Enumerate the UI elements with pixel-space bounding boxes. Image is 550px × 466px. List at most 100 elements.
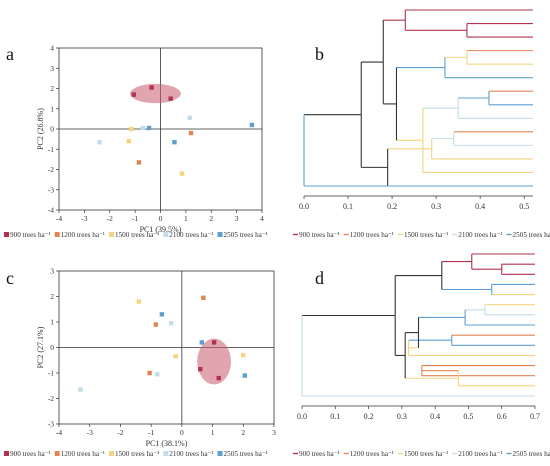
legend-marker-t2505 xyxy=(217,451,223,456)
confidence-ellipse xyxy=(130,83,181,104)
x-tick-label: 0 xyxy=(159,214,163,223)
data-point-t2100 xyxy=(168,321,174,326)
y-tick-label: -1 xyxy=(48,369,54,378)
legend-label-t900: 900 trees ha⁻¹ xyxy=(10,450,51,458)
y-tick-label: -4 xyxy=(48,206,54,215)
data-point-t1200 xyxy=(201,295,206,300)
data-point-t1500 xyxy=(173,354,178,359)
x-tick-label: 0.5 xyxy=(463,412,473,421)
data-point-t2505 xyxy=(159,312,165,317)
data-point-t900 xyxy=(168,96,173,101)
data-point-t900 xyxy=(149,85,154,90)
y-axis-label: PC2 (26.8%) xyxy=(36,108,45,150)
x-axis-label: PC1 (38.1%) xyxy=(146,439,188,448)
panel-a-pca-plot: -4 -3 -2 -1 0 1 2 3 4 -4 -3 -2 -1 0 1 2 3 4 PC1 (39.5%) PC2… xyxy=(4,44,268,239)
data-point-t1200 xyxy=(188,130,194,136)
data-point-t1500 xyxy=(241,352,246,358)
y-tick-label: -3 xyxy=(48,420,54,429)
legend-marker-t2100 xyxy=(163,451,169,456)
legend-label-t1200: 1200 trees ha⁻¹ xyxy=(61,450,105,458)
data-point-t900 xyxy=(131,92,137,97)
legend-label-t900: 900 trees ha⁻¹ xyxy=(10,231,51,239)
y-tick-label: 4 xyxy=(50,44,54,53)
legend-marker-t1500 xyxy=(108,232,114,237)
x-tick-label: -4 xyxy=(56,428,62,437)
panel-label: c xyxy=(6,268,14,288)
data-point-t900 xyxy=(216,375,221,381)
data-point-t2100 xyxy=(97,139,102,145)
legend-marker-t1500 xyxy=(108,451,114,456)
data-point-t900 xyxy=(198,366,203,372)
x-tick-label: 0.1 xyxy=(330,412,340,421)
panel-d-dendrogram: 0.0 0.1 0.2 0.3 0.4 0.5 0.6 0.7 d 900 trees ha⁻¹ 1… xyxy=(293,253,550,458)
legend-marker-t1200 xyxy=(54,451,60,456)
x-tick-label: -3 xyxy=(81,214,87,223)
legend-label-t1200: 1200 trees ha⁻¹ xyxy=(350,450,394,458)
x-tick-label: -2 xyxy=(117,428,123,437)
x-tick-label: -3 xyxy=(87,428,93,437)
x-tick-label: 0.7 xyxy=(530,412,540,421)
legend-label-t2100: 2100 trees ha⁻¹ xyxy=(169,450,213,458)
data-point-t1200 xyxy=(153,322,158,327)
x-tick-label: 2 xyxy=(241,428,245,437)
y-tick-label: 1 xyxy=(50,318,54,327)
x-tick-label: -1 xyxy=(148,428,154,437)
legend-marker-t900 xyxy=(4,451,9,456)
panel-label: b xyxy=(315,44,324,64)
legend-label-t1500: 1500 trees ha⁻¹ xyxy=(115,450,159,458)
x-tick-label: -1 xyxy=(132,214,138,223)
y-tick-label: -3 xyxy=(48,185,54,194)
data-point-t1200 xyxy=(136,160,142,165)
data-point-t2100 xyxy=(78,387,83,392)
data-point-t900 xyxy=(211,340,217,345)
legend-label-t2505: 2505 trees ha⁻¹ xyxy=(513,450,550,458)
x-tick-label: 0.2 xyxy=(364,412,374,421)
x-tick-label: 0.3 xyxy=(397,412,407,421)
legend-label-t1500: 1500 trees ha⁻¹ xyxy=(115,231,159,239)
legend-label-t2100: 2100 trees ha⁻¹ xyxy=(458,450,502,458)
data-point-t2505 xyxy=(146,125,152,131)
x-tick-label: 0.1 xyxy=(343,202,353,211)
y-tick-label: 3 xyxy=(50,267,54,276)
data-point-t1200 xyxy=(147,370,152,376)
y-tick-label: -2 xyxy=(48,394,54,403)
legend-marker-t2505 xyxy=(217,232,223,237)
panel-label: d xyxy=(315,268,324,288)
y-tick-label: -2 xyxy=(48,165,54,174)
x-tick-label: 0.2 xyxy=(387,202,397,211)
data-point-t2505 xyxy=(242,373,248,378)
data-point-t2100 xyxy=(140,125,145,131)
legend-label-t1500: 1500 trees ha⁻¹ xyxy=(404,450,448,458)
data-point-t2505 xyxy=(249,122,255,128)
x-tick-label: 0.3 xyxy=(431,202,441,211)
legend-marker-t1200 xyxy=(54,232,60,237)
legend-label-t1200: 1200 trees ha⁻¹ xyxy=(61,231,105,239)
y-tick-label: -1 xyxy=(48,145,54,154)
data-point-t1500 xyxy=(129,126,134,132)
y-tick-label: 2 xyxy=(50,84,54,93)
legend-label-t2100: 2100 trees ha⁻¹ xyxy=(458,231,502,239)
y-tick-label: 0 xyxy=(50,125,54,134)
y-tick-label: 0 xyxy=(50,343,54,352)
legend-label-t2505: 2505 trees ha⁻¹ xyxy=(513,231,550,239)
x-tick-label: 4 xyxy=(260,214,264,223)
data-point-t2505 xyxy=(172,139,177,145)
x-tick-label: 0.4 xyxy=(475,202,485,211)
legend-marker-t900 xyxy=(4,232,9,237)
x-tick-label: 0.4 xyxy=(430,412,440,421)
legend-label-t900: 900 trees ha⁻¹ xyxy=(299,450,340,458)
data-point-t1500 xyxy=(179,171,185,176)
y-tick-label: 3 xyxy=(50,64,54,73)
data-point-t1500 xyxy=(126,138,131,144)
legend-label-t1500: 1500 trees ha⁻¹ xyxy=(404,231,448,239)
x-tick-label: 1 xyxy=(184,214,188,223)
legend-marker-t2100 xyxy=(163,232,169,237)
data-point-t2100 xyxy=(155,372,160,377)
panel-b-dendrogram: 0.0 0.1 0.2 0.3 0.4 0.5 b 900 trees ha⁻¹ 1200 tr… xyxy=(293,9,550,239)
x-tick-label: -4 xyxy=(56,214,62,223)
y-tick-label: 2 xyxy=(50,292,54,301)
y-tick-label: 1 xyxy=(50,104,54,113)
x-tick-label: 0.0 xyxy=(299,202,309,211)
